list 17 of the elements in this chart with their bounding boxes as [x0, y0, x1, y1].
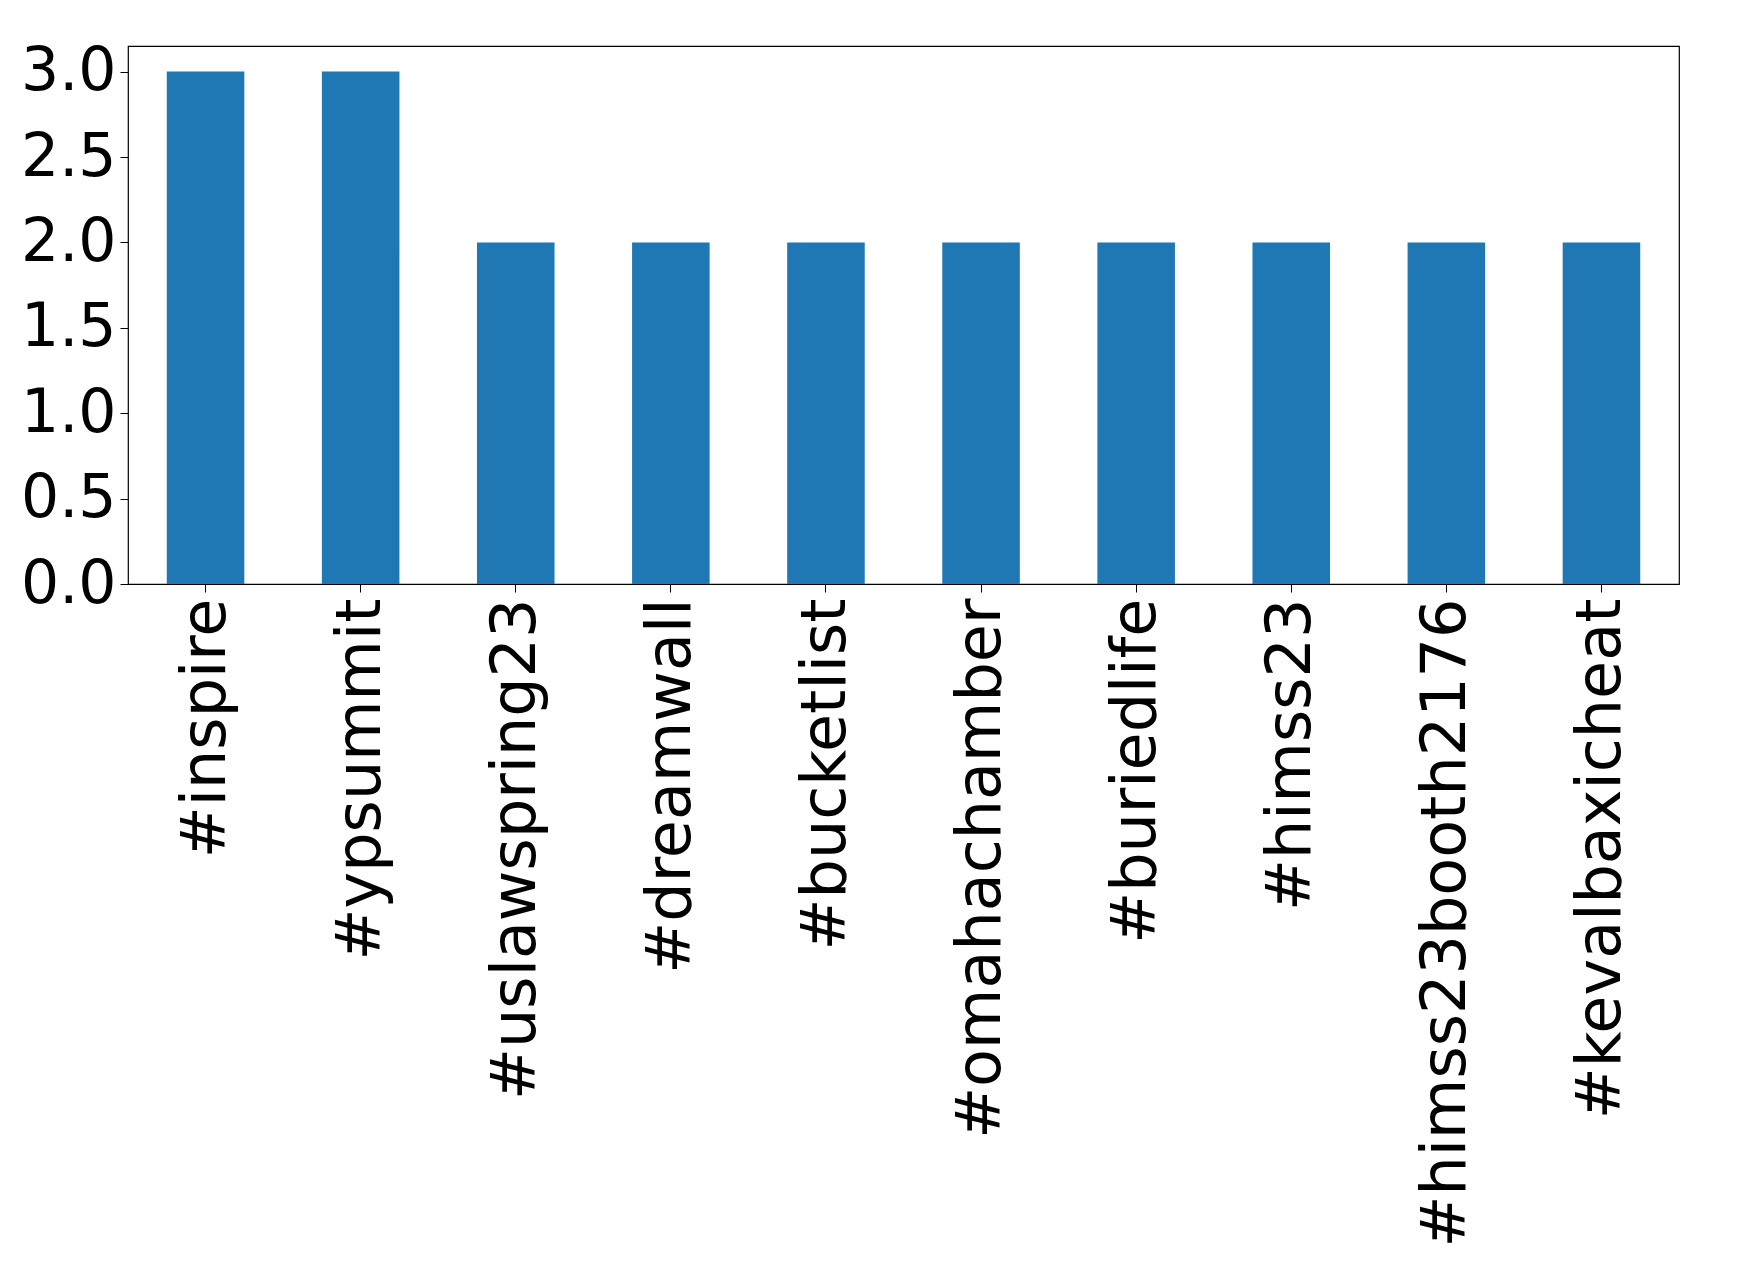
y-tick-label: 0.5: [21, 461, 117, 532]
y-tick-label: 2.5: [21, 119, 117, 190]
x-tick-label: #buriedlife: [1097, 598, 1171, 944]
x-tick-label: #bucketlist: [786, 598, 860, 951]
y-tick-label: 3.0: [21, 34, 117, 105]
y-tick-label: 1.5: [21, 290, 117, 361]
x-tick-label: #omahachamber: [942, 598, 1016, 1139]
x-tick-label: #inspire: [166, 598, 240, 859]
x-tick-label: #dreamwall: [631, 598, 705, 974]
x-tick-label: #ypsummit: [321, 598, 395, 961]
x-tick-label: #himss23: [1252, 598, 1326, 911]
y-tick-label: 1.0: [21, 375, 117, 446]
x-tick-label: #uslawspring23: [476, 598, 550, 1100]
y-tick-label: 2.0: [21, 204, 117, 275]
x-tick-label: #kevalbaxicheat: [1562, 598, 1636, 1120]
x-tick-label: #himss23booth2176: [1407, 598, 1481, 1248]
y-tick-label: 0.0: [21, 546, 117, 617]
